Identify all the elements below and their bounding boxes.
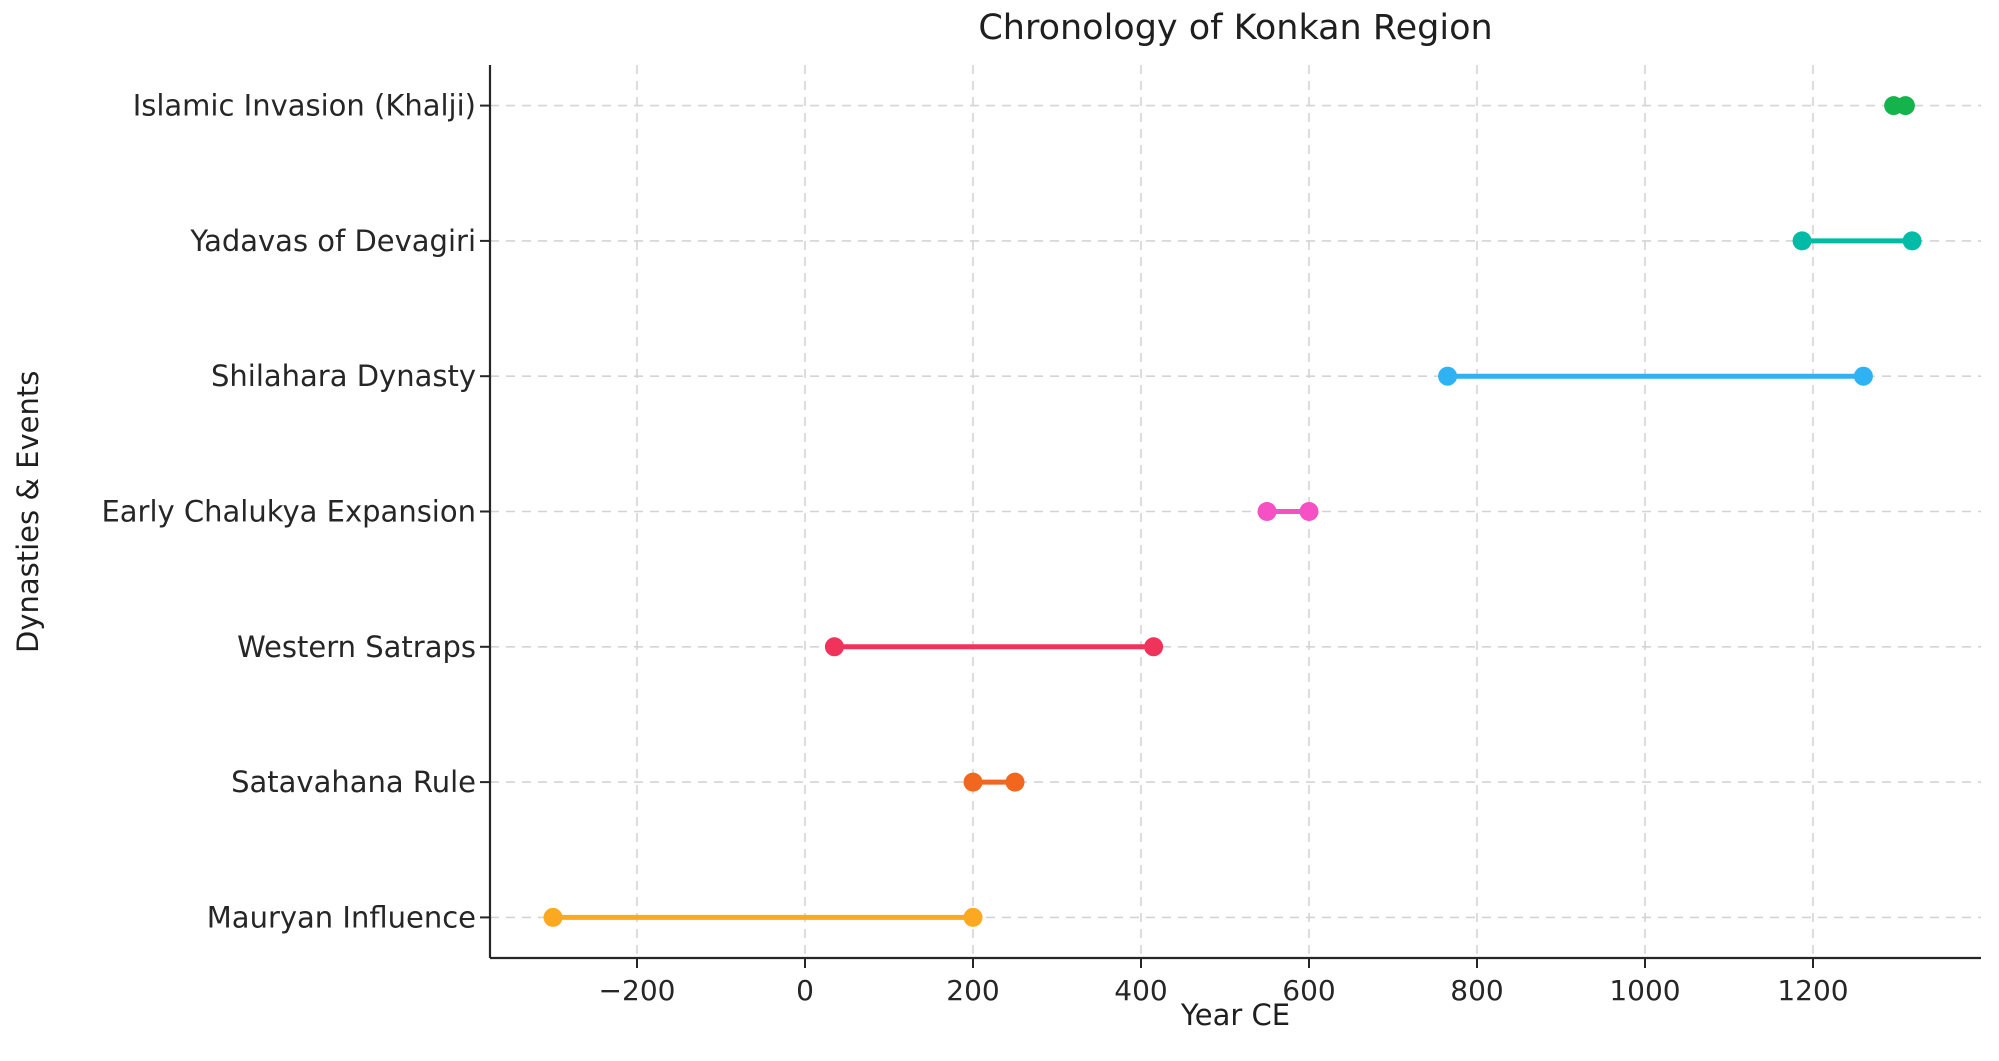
timeline-end-point [1299,502,1319,521]
timeline-start-point [1438,366,1458,386]
y-tick-label: Yadavas of Devagiri [189,224,476,258]
y-tick-label: Satavahana Rule [231,765,476,799]
x-axis-label: Year CE [1180,998,1291,1032]
y-axis-label: Dynasties & Events [11,370,45,653]
x-tick-label: 600 [1282,974,1335,1007]
x-tick-label: 0 [796,974,814,1007]
timeline-end-point [963,907,983,927]
timeline-start-point [543,907,563,927]
timeline-start-point [824,637,844,657]
y-tick-label: Shilahara Dynasty [211,359,476,393]
y-tick-label: Islamic Invasion (Khalji) [133,89,476,123]
x-tick-label: 200 [946,974,999,1007]
timeline-end-point [1895,96,1915,116]
x-tick-label: 1000 [1609,974,1680,1007]
chart-title: Chronology of Konkan Region [978,8,1493,48]
timeline-start-point [1792,231,1812,251]
timeline-start-point [1257,502,1277,521]
y-tick-label: Western Satraps [237,630,476,664]
y-tick-label: Mauryan Influence [207,900,476,934]
timeline-end-point [1005,772,1025,792]
y-tick-label: Early Chalukya Expansion [101,495,476,529]
x-tick-label: 1200 [1777,974,1848,1007]
x-tick-label: 800 [1450,974,1503,1007]
x-tick-label: 400 [1114,974,1167,1007]
timeline-end-point [1144,637,1164,657]
timeline-end-point [1853,366,1873,386]
timeline-end-point [1902,231,1922,251]
timeline-start-point [963,772,983,792]
x-tick-label: −200 [599,974,676,1007]
